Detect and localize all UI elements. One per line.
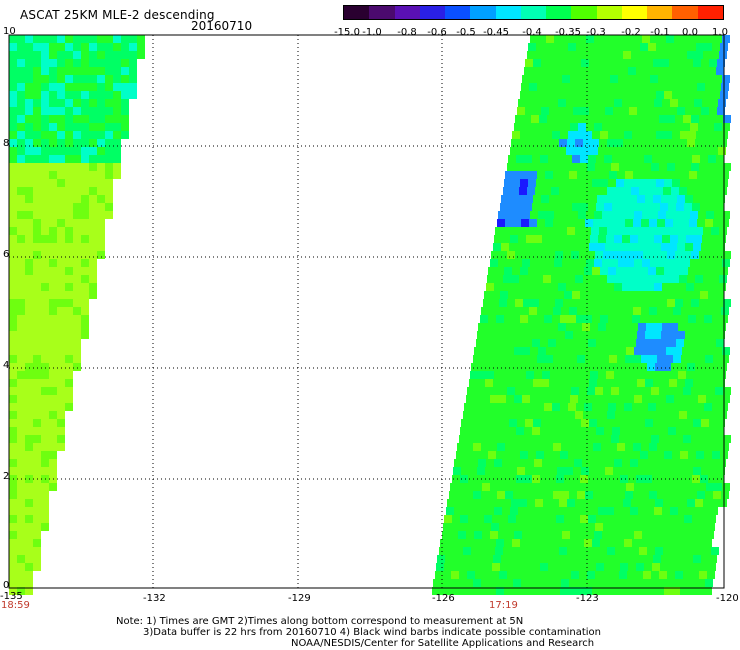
y-tick-10: 10 — [3, 26, 16, 37]
y-tick-0: 0 — [3, 580, 10, 591]
map-frame — [8, 34, 725, 589]
x-tick-120w: -120 — [716, 593, 739, 604]
note-line-2: 3)Data buffer is 22 hrs from 20160710 4)… — [143, 627, 601, 638]
note-line-1: Note: 1) Times are GMT 2)Times along bot… — [116, 616, 524, 627]
x-tick-126w: -126 — [432, 593, 455, 604]
colorbar-swatch-7 — [520, 6, 547, 19]
colorbar-swatch-5 — [470, 6, 496, 19]
colorbar-swatch-4 — [445, 6, 471, 19]
colorbar-label-4: -0.5 — [456, 27, 476, 38]
y-tick-8: 8 — [3, 138, 10, 149]
note-line-3: NOAA/NESDIS/Center for Satellite Applica… — [291, 638, 595, 649]
x-tick-135w: -135 — [0, 591, 23, 602]
colorbar-label-3: -0.6 — [427, 27, 447, 38]
colorbar-label-5: -0.45 — [483, 27, 509, 38]
y-tick-2: 2 — [3, 471, 10, 482]
colorbar-swatch-11 — [621, 6, 648, 19]
colorbar-label-0: -15.0 — [334, 27, 360, 38]
x-tick-129w: -129 — [288, 593, 311, 604]
colorbar-label-2: -0.8 — [397, 27, 417, 38]
product-date: 20160710 — [191, 19, 253, 33]
colorbar-label-9: -0.2 — [621, 27, 641, 38]
colorbar-label-10: -0.1 — [650, 27, 670, 38]
colorbar-swatch-1 — [369, 6, 395, 19]
x-tick-123w: -123 — [576, 593, 599, 604]
product-title: ASCAT 25KM MLE-2 descending — [20, 8, 215, 22]
colorbar-swatch-2 — [394, 6, 420, 19]
colorbar-swatch-12 — [647, 6, 673, 19]
colorbar-swatch-13 — [672, 6, 698, 19]
colorbar-swatch-14 — [697, 6, 723, 19]
colorbar-swatch-6 — [495, 6, 521, 19]
time-left-pass: 18:59 — [1, 600, 30, 611]
colorbar — [343, 5, 724, 20]
colorbar-label-6: -0.4 — [522, 27, 542, 38]
colorbar-swatch-8 — [546, 6, 572, 19]
time-right-pass: 17:19 — [489, 600, 518, 611]
colorbar-label-7: -0.35 — [555, 27, 581, 38]
swath-right — [432, 35, 731, 595]
colorbar-swatch-0 — [344, 6, 370, 19]
colorbar-label-1: -1.0 — [362, 27, 382, 38]
y-tick-4: 4 — [3, 360, 10, 371]
y-tick-6: 6 — [3, 249, 10, 260]
colorbar-label-11: 0.0 — [682, 27, 698, 38]
colorbar-swatch-9 — [571, 6, 597, 19]
swath-left — [9, 35, 145, 595]
colorbar-label-8: -0.3 — [586, 27, 606, 38]
colorbar-swatch-10 — [596, 6, 622, 19]
colorbar-label-12: 1.0 — [712, 27, 728, 38]
colorbar-swatch-3 — [419, 6, 446, 19]
lat-lon-grid — [9, 35, 724, 588]
x-tick-132w: -132 — [143, 593, 166, 604]
